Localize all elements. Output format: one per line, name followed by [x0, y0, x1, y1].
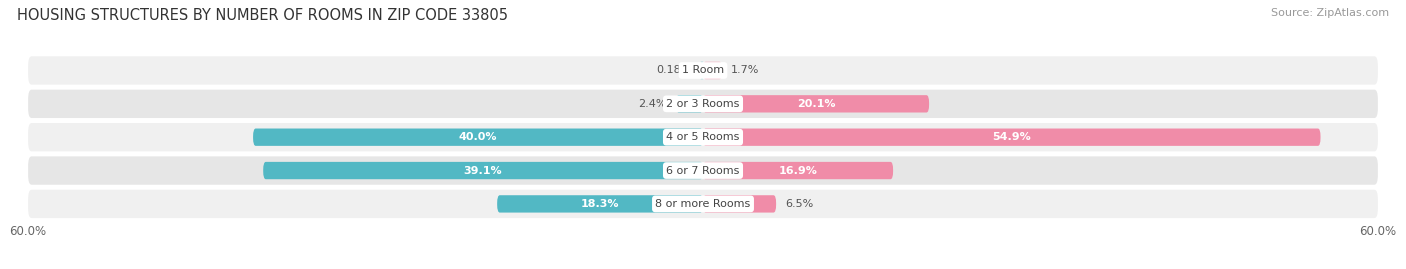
Text: 2 or 3 Rooms: 2 or 3 Rooms: [666, 99, 740, 109]
Text: 16.9%: 16.9%: [779, 165, 817, 176]
Text: HOUSING STRUCTURES BY NUMBER OF ROOMS IN ZIP CODE 33805: HOUSING STRUCTURES BY NUMBER OF ROOMS IN…: [17, 8, 508, 23]
Text: 4 or 5 Rooms: 4 or 5 Rooms: [666, 132, 740, 142]
FancyBboxPatch shape: [28, 190, 1378, 218]
FancyBboxPatch shape: [676, 95, 703, 112]
Text: 39.1%: 39.1%: [464, 165, 502, 176]
Text: 1 Room: 1 Room: [682, 65, 724, 76]
FancyBboxPatch shape: [28, 56, 1378, 85]
Text: 0.18%: 0.18%: [657, 65, 692, 76]
FancyBboxPatch shape: [700, 62, 703, 79]
Text: 18.3%: 18.3%: [581, 199, 619, 209]
FancyBboxPatch shape: [703, 62, 723, 79]
FancyBboxPatch shape: [28, 156, 1378, 185]
Text: 1.7%: 1.7%: [731, 65, 759, 76]
Text: 2.4%: 2.4%: [638, 99, 666, 109]
FancyBboxPatch shape: [28, 90, 1378, 118]
FancyBboxPatch shape: [703, 162, 893, 179]
Text: 8 or more Rooms: 8 or more Rooms: [655, 199, 751, 209]
Text: Source: ZipAtlas.com: Source: ZipAtlas.com: [1271, 8, 1389, 18]
Text: 20.1%: 20.1%: [797, 99, 835, 109]
FancyBboxPatch shape: [703, 129, 1320, 146]
FancyBboxPatch shape: [253, 129, 703, 146]
FancyBboxPatch shape: [703, 195, 776, 213]
Text: 6 or 7 Rooms: 6 or 7 Rooms: [666, 165, 740, 176]
FancyBboxPatch shape: [498, 195, 703, 213]
FancyBboxPatch shape: [703, 95, 929, 112]
Text: 40.0%: 40.0%: [458, 132, 498, 142]
Text: 6.5%: 6.5%: [785, 199, 813, 209]
FancyBboxPatch shape: [263, 162, 703, 179]
FancyBboxPatch shape: [28, 123, 1378, 151]
Text: 54.9%: 54.9%: [993, 132, 1031, 142]
